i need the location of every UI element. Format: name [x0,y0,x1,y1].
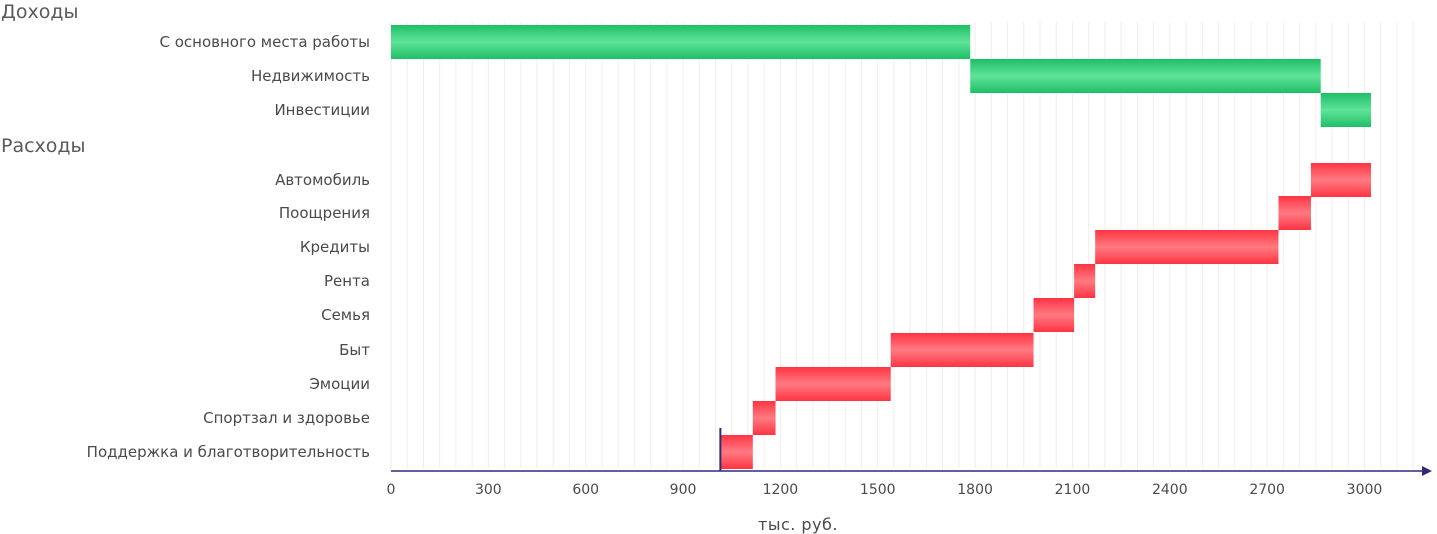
expense-bar [1310,163,1371,197]
x-tick-label: 300 [475,482,502,498]
x-axis-label: тыс. руб. [758,515,838,534]
row-label: Поддержка и благотворительность [87,443,370,461]
x-tick-label: 600 [572,482,599,498]
bars [391,25,1371,469]
income-bar [391,25,971,59]
x-tick-label: 2100 [1055,482,1091,498]
row-label: Автомобиль [275,171,370,189]
row-label: Кредиты [300,238,370,256]
x-tick-label: 2700 [1249,482,1285,498]
row-label: Эмоции [309,375,370,393]
income-bar [970,59,1321,93]
row-label: Рента [324,272,370,290]
row-label: Недвижимость [251,67,370,85]
row-label: С основного места работы [159,33,370,51]
x-tick-label: 0 [387,482,396,498]
section-title: Доходы [1,1,78,23]
expense-bar [890,333,1034,367]
x-axis: 0 300 600 900 1200 1500 1800 2100 2400 2700 3000 [387,428,1432,498]
expense-bar [1074,264,1096,298]
x-tick-label: 2400 [1152,482,1188,498]
row-labels: Доходы С основного места работы Недвижимос… [1,1,370,461]
x-tick-label: 3000 [1347,482,1383,498]
expense-bar [1095,230,1279,264]
x-tick-label: 900 [670,482,697,498]
section-title: Расходы [1,135,86,157]
income-bar [1320,93,1371,127]
row-label: Поощрения [279,204,370,222]
x-tick-label: 1200 [763,482,799,498]
expense-bar [720,435,753,469]
x-tick-label: 1500 [860,482,896,498]
expense-bar [752,401,776,435]
x-tick-label: 1800 [957,482,993,498]
x-axis-arrow [1422,466,1432,476]
expense-bar [1278,196,1311,230]
row-label: Спортзал и здоровье [203,409,370,427]
row-label: Инвестиции [274,101,370,119]
expense-bar [1033,298,1075,332]
row-label: Семья [321,306,370,324]
row-label: Быт [339,341,370,359]
expense-bar [775,367,891,401]
